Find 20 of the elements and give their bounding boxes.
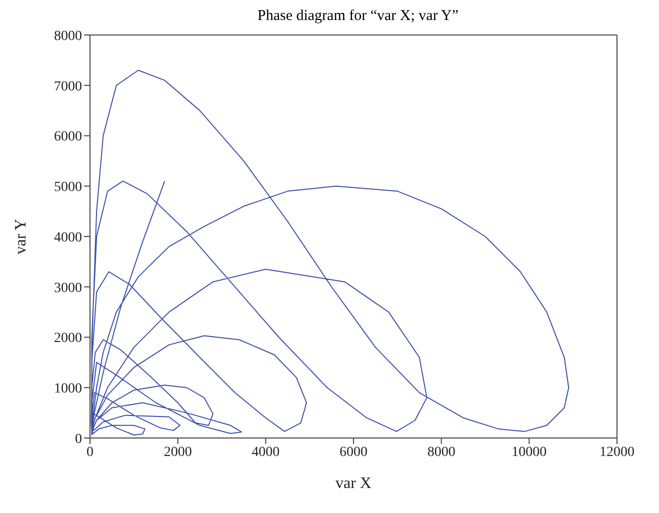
x-tick-label: 6000 <box>340 444 368 460</box>
chart-title: Phase diagram for “var X; var Y” <box>256 8 460 26</box>
x-axis-title: var X <box>336 475 372 492</box>
x-tick-label: 10000 <box>512 444 547 460</box>
y-tick-label: 3000 <box>54 280 82 296</box>
x-tick-label: 2000 <box>164 444 192 460</box>
y-tick-label: 8000 <box>54 28 82 44</box>
y-tick-label: 1000 <box>54 382 82 397</box>
y-tick-label: 2000 <box>54 331 82 346</box>
x-tick-label: 0 <box>86 444 94 460</box>
y-axis-title: var Y <box>12 218 30 254</box>
y-tick-label: 5000 <box>54 180 82 196</box>
x-tick-label: 8000 <box>427 444 456 460</box>
y-tick-label: 0 <box>75 432 82 447</box>
line-series <box>90 70 570 436</box>
y-tick-label: 7000 <box>54 79 82 94</box>
y-tick-label: 6000 <box>54 130 82 145</box>
y-tick-label: 4000 <box>54 230 82 246</box>
x-tick-label: 4000 <box>252 444 280 460</box>
x-tick-label: 12000 <box>600 444 634 460</box>
